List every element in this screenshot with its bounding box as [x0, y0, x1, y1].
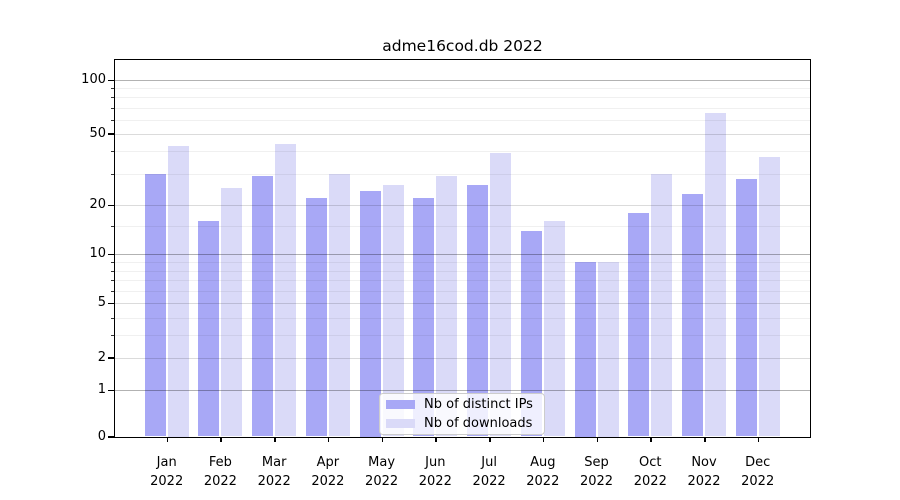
bar-jan-downloads	[167, 145, 189, 437]
bar-may-downloads	[382, 184, 404, 437]
y-tick-5	[108, 302, 114, 305]
chart-title: adme16cod.db 2022	[382, 37, 543, 55]
y-tick-100	[108, 79, 114, 81]
y-minor-tick-8	[111, 270, 114, 272]
x-tick-apr	[327, 436, 330, 442]
legend-swatch-distinct-ips	[386, 400, 415, 409]
x-tick-label-jul: Jul 2022	[472, 455, 506, 489]
y-minor-tick-15	[111, 225, 114, 227]
bar-dec-distinct-ips	[735, 179, 757, 437]
y-minor-tick-60	[111, 119, 114, 121]
legend-label-distinct-ips: Nb of distinct IPs	[424, 397, 533, 412]
y-tick-label-50: 50	[89, 125, 106, 141]
y-tick-label-10: 10	[89, 246, 106, 262]
bar-may-distinct-ips	[359, 191, 381, 437]
y-minor-tick-30	[111, 173, 114, 175]
y-minor-tick-70	[111, 107, 114, 109]
x-tick-label-jan: Jan 2022	[150, 455, 184, 489]
bar-jul-downloads	[490, 153, 512, 437]
plot-area	[115, 60, 810, 437]
legend-label-downloads: Nb of downloads	[424, 416, 533, 431]
bar-apr-distinct-ips	[305, 197, 327, 437]
bar-apr-downloads	[328, 173, 350, 437]
legend: Nb of distinct IPs Nb of downloads	[379, 393, 545, 435]
x-tick-nov	[704, 436, 706, 442]
y-minor-tick-7	[111, 280, 114, 281]
y-minor-tick-80	[111, 97, 114, 99]
x-tick-label-mar: Mar 2022	[257, 455, 291, 489]
bar-feb-downloads	[221, 187, 243, 437]
y-tick-label-2: 2	[97, 349, 106, 365]
x-tick-label-sep: Sep 2022	[579, 455, 614, 489]
y-tick-label-5: 5	[97, 295, 106, 311]
y-minor-tick-90	[111, 88, 114, 90]
bar-aug-downloads	[543, 221, 565, 437]
y-tick-0	[108, 436, 114, 438]
legend-swatch-downloads	[386, 419, 415, 428]
y-tick-label-100: 100	[81, 72, 106, 87]
bar-jun-downloads	[436, 176, 458, 437]
bar-sep-distinct-ips	[574, 262, 596, 437]
x-tick-label-may: May 2022	[365, 455, 399, 489]
x-tick-label-feb: Feb 2022	[203, 455, 237, 489]
y-minor-tick-3	[111, 335, 114, 336]
x-tick-label-nov: Nov 2022	[687, 455, 721, 489]
x-tick-label-dec: Dec 2022	[741, 455, 775, 489]
x-tick-feb	[220, 436, 222, 442]
x-tick-label-aug: Aug 2022	[526, 455, 560, 489]
x-tick-label-apr: Apr 2022	[311, 455, 345, 489]
bar-nov-downloads	[705, 113, 726, 437]
bar-jun-distinct-ips	[413, 197, 435, 437]
x-tick-aug	[542, 436, 545, 442]
bar-dec-downloads	[758, 157, 780, 437]
bar-aug-distinct-ips	[520, 230, 542, 437]
y-tick-20	[108, 204, 114, 206]
x-tick-label-oct: Oct 2022	[633, 455, 667, 489]
x-tick-dec	[757, 436, 760, 442]
legend-item-distinct-ips: Nb of distinct IPs	[386, 396, 538, 413]
bar-jul-distinct-ips	[467, 184, 489, 437]
bar-mar-downloads	[275, 143, 297, 437]
x-tick-jun	[435, 436, 437, 442]
x-tick-sep	[596, 436, 598, 442]
y-tick-label-20: 20	[89, 197, 106, 212]
bar-oct-distinct-ips	[628, 212, 650, 437]
bar-mar-distinct-ips	[252, 176, 274, 437]
x-tick-jan	[166, 436, 169, 442]
x-tick-jul	[489, 436, 491, 442]
y-tick-10	[108, 253, 114, 256]
y-minor-tick-6	[111, 290, 114, 292]
x-tick-label-jun: Jun 2022	[418, 455, 452, 489]
y-tick-2	[108, 357, 114, 359]
bar-feb-distinct-ips	[198, 221, 220, 437]
bars-layer	[115, 60, 810, 437]
y-tick-label-0: 0	[97, 428, 106, 444]
legend-item-downloads: Nb of downloads	[386, 415, 538, 432]
x-tick-may	[381, 436, 384, 442]
y-minor-tick-40	[111, 151, 114, 153]
bar-oct-downloads	[651, 173, 673, 437]
y-tick-label-1: 1	[97, 382, 106, 397]
x-tick-oct	[650, 436, 652, 442]
bar-jan-distinct-ips	[144, 173, 166, 437]
y-minor-tick-9	[111, 262, 114, 263]
y-minor-tick-4	[111, 317, 114, 319]
y-tick-50	[108, 133, 114, 135]
bar-sep-downloads	[597, 262, 619, 437]
x-tick-mar	[274, 436, 276, 442]
bar-nov-distinct-ips	[682, 194, 703, 437]
y-tick-1	[108, 389, 114, 391]
